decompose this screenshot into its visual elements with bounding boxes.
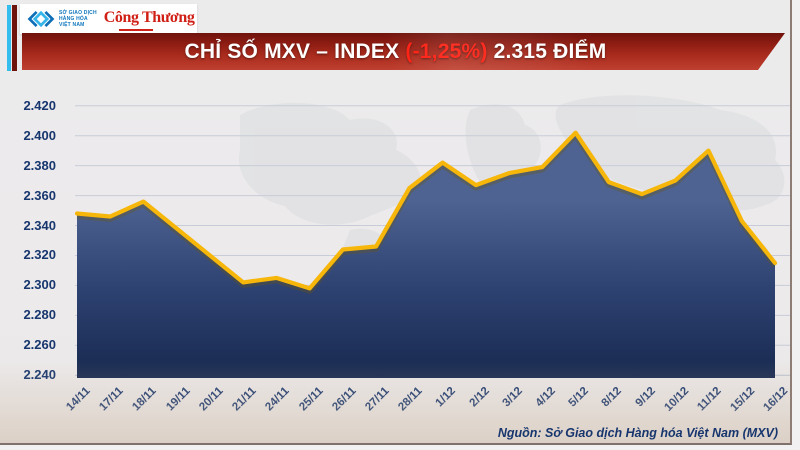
logo-box: SỞ GIAO DỊCH HÀNG HÓA VIỆT NAM Công Thươ… <box>20 4 197 34</box>
y-axis-label: 2.320 <box>23 247 56 263</box>
banner-percent: (-1,25%) <box>405 39 488 63</box>
y-axis-label: 2.340 <box>23 217 56 233</box>
congthuong-logo: Công Thương <box>103 9 195 26</box>
y-axis-label: 2.400 <box>23 127 56 143</box>
banner-title-main: CHỈ SỐ MXV – INDEX <box>184 39 400 63</box>
y-axis-label: 2.360 <box>23 187 56 203</box>
accent-stripe-maroon <box>12 5 17 71</box>
index-area-chart <box>74 95 790 378</box>
index-series <box>74 130 778 378</box>
y-axis-label: 2.380 <box>23 157 56 173</box>
y-axis-label: 2.300 <box>23 277 56 293</box>
congthuong-tagline-bar <box>119 29 153 31</box>
index-line <box>74 130 778 291</box>
mxv-logo-icon <box>27 10 55 28</box>
accent-stripe-cyan <box>7 5 11 71</box>
title-banner: CHỈ SỐ MXV – INDEX (-1,25%) 2.315 ĐIỂM <box>22 33 785 70</box>
banner-title: CHỈ SỐ MXV – INDEX (-1,25%) 2.315 ĐIỂM <box>185 40 607 64</box>
banner-value: 2.315 ĐIỂM <box>493 39 607 63</box>
area-fill <box>77 132 775 378</box>
y-axis-label: 2.280 <box>23 307 56 323</box>
y-axis-label: 2.240 <box>23 367 56 383</box>
source-caption: Nguồn: Sở Giao dịch Hàng hóa Việt Nam (M… <box>497 426 778 440</box>
y-axis-label: 2.260 <box>23 337 56 353</box>
y-axis-label: 2.420 <box>23 97 56 113</box>
infographic-panel: 2.420 2.400 2.380 2.360 2.340 2.320 2.300 2.280… <box>0 0 792 445</box>
mxv-logo-text: SỞ GIAO DỊCH HÀNG HÓA VIỆT NAM <box>59 10 97 28</box>
